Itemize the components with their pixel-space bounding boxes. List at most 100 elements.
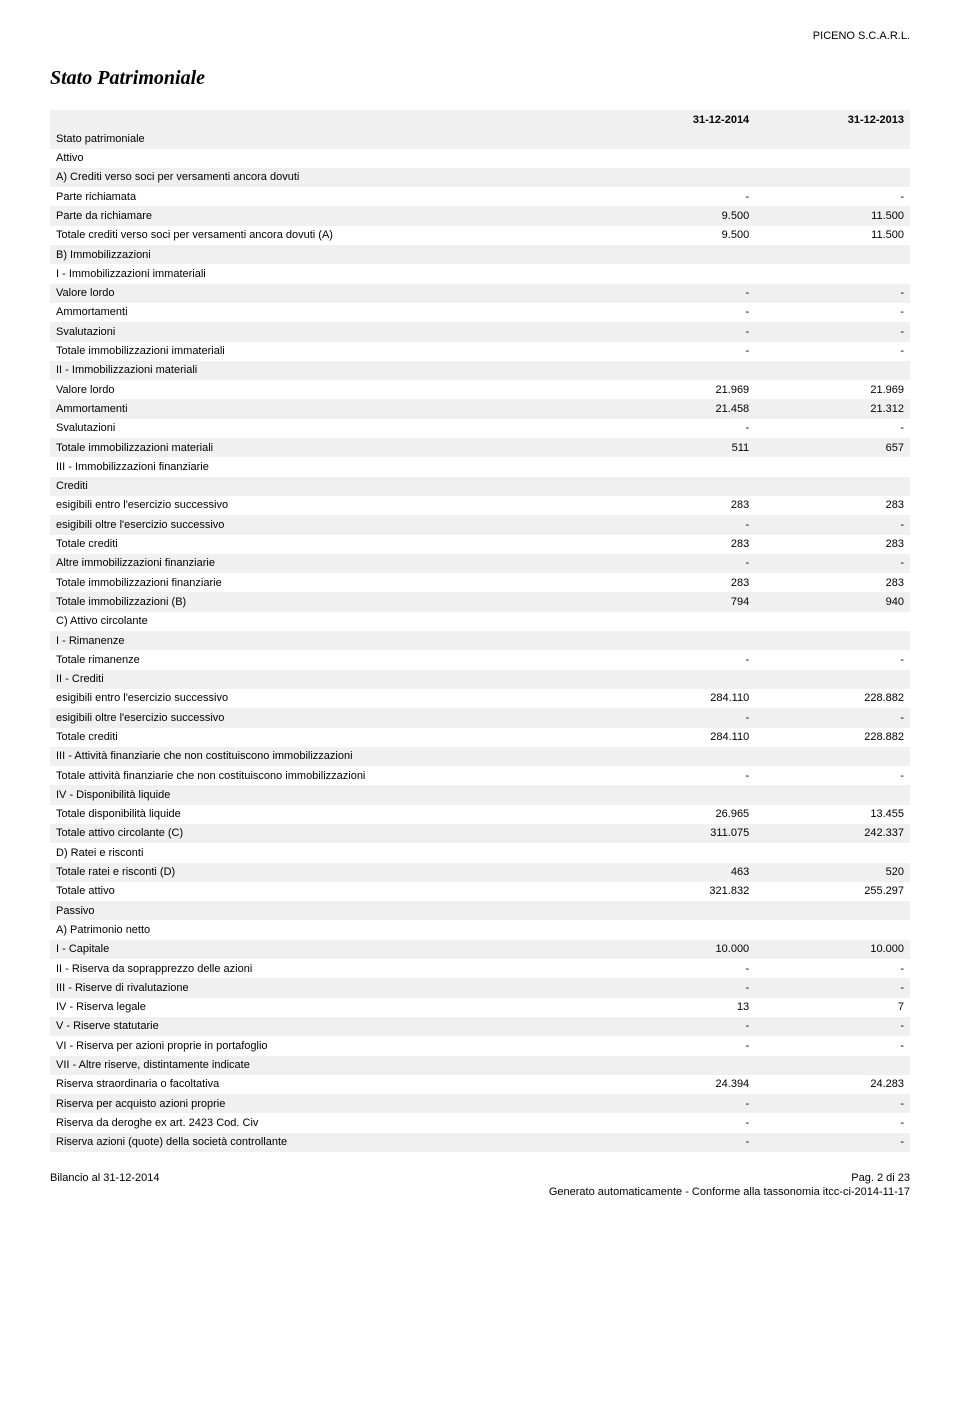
- row-label: I - Rimanenze: [50, 631, 600, 650]
- row-value-2014: 283: [600, 535, 755, 554]
- row-value-2014: 26.965: [600, 805, 755, 824]
- row-value-2014: [600, 361, 755, 380]
- row-label: Totale attivo circolante (C): [50, 824, 600, 843]
- table-row: Parte richiamata--: [50, 187, 910, 206]
- row-value-2014: 284.110: [600, 689, 755, 708]
- row-value-2014: [600, 457, 755, 476]
- table-row: Ammortamenti--: [50, 303, 910, 322]
- row-value-2013: -: [755, 1036, 910, 1055]
- row-label: I - Immobilizzazioni immateriali: [50, 264, 600, 283]
- row-value-2014: [600, 264, 755, 283]
- row-label: Totale immobilizzazioni materiali: [50, 438, 600, 457]
- row-label: VI - Riserva per azioni proprie in porta…: [50, 1036, 600, 1055]
- row-value-2013: -: [755, 978, 910, 997]
- table-row: Altre immobilizzazioni finanziarie--: [50, 554, 910, 573]
- table-row: esigibili oltre l'esercizio successivo--: [50, 515, 910, 534]
- table-row: III - Immobilizzazioni finanziarie: [50, 457, 910, 476]
- row-label: Passivo: [50, 901, 600, 920]
- row-label: Riserva straordinaria o facoltativa: [50, 1075, 600, 1094]
- row-label: Totale attività finanziarie che non cost…: [50, 766, 600, 785]
- row-label: III - Riserve di rivalutazione: [50, 978, 600, 997]
- row-value-2014: [600, 843, 755, 862]
- row-value-2013: [755, 149, 910, 168]
- row-value-2013: [755, 612, 910, 631]
- row-value-2013: -: [755, 766, 910, 785]
- footer-right: Pag. 2 di 23: [851, 1172, 910, 1184]
- row-value-2013: [755, 457, 910, 476]
- table-row: esigibili entro l'esercizio successivo28…: [50, 496, 910, 515]
- row-value-2013: -: [755, 419, 910, 438]
- table-row: Totale attivo circolante (C)311.075242.3…: [50, 824, 910, 843]
- row-value-2014: 9.500: [600, 206, 755, 225]
- row-value-2014: [600, 785, 755, 804]
- table-header-row: 31-12-2014 31-12-2013: [50, 110, 910, 129]
- table-row: Passivo: [50, 901, 910, 920]
- row-value-2014: 321.832: [600, 882, 755, 901]
- row-value-2014: -: [600, 1036, 755, 1055]
- row-value-2014: -: [600, 959, 755, 978]
- row-label: Totale crediti verso soci per versamenti…: [50, 226, 600, 245]
- table-row: I - Immobilizzazioni immateriali: [50, 264, 910, 283]
- row-label: Svalutazioni: [50, 419, 600, 438]
- row-value-2014: -: [600, 1094, 755, 1113]
- table-row: I - Rimanenze: [50, 631, 910, 650]
- row-value-2013: 940: [755, 592, 910, 611]
- row-label: V - Riserve statutarie: [50, 1017, 600, 1036]
- row-value-2014: -: [600, 1133, 755, 1152]
- row-label: esigibili entro l'esercizio successivo: [50, 689, 600, 708]
- table-row: Totale disponibilità liquide26.96513.455: [50, 805, 910, 824]
- table-row: III - Attività finanziarie che non costi…: [50, 747, 910, 766]
- row-value-2014: 284.110: [600, 728, 755, 747]
- row-value-2013: [755, 843, 910, 862]
- table-row: V - Riserve statutarie--: [50, 1017, 910, 1036]
- row-value-2014: -: [600, 303, 755, 322]
- row-value-2014: -: [600, 515, 755, 534]
- table-row: VII - Altre riserve, distintamente indic…: [50, 1056, 910, 1075]
- table-row: Totale crediti283283: [50, 535, 910, 554]
- row-label: III - Immobilizzazioni finanziarie: [50, 457, 600, 476]
- row-value-2013: -: [755, 708, 910, 727]
- row-label: IV - Disponibilità liquide: [50, 785, 600, 804]
- row-value-2014: [600, 901, 755, 920]
- row-value-2013: 255.297: [755, 882, 910, 901]
- row-label: A) Crediti verso soci per versamenti anc…: [50, 168, 600, 187]
- row-value-2014: [600, 245, 755, 264]
- footer-left: Bilancio al 31-12-2014: [50, 1172, 159, 1184]
- row-label: III - Attività finanziarie che non costi…: [50, 747, 600, 766]
- row-label: Valore lordo: [50, 380, 600, 399]
- row-value-2014: [600, 670, 755, 689]
- row-value-2014: -: [600, 650, 755, 669]
- row-label: Attivo: [50, 149, 600, 168]
- row-label: Parte richiamata: [50, 187, 600, 206]
- row-value-2014: -: [600, 187, 755, 206]
- row-value-2013: -: [755, 515, 910, 534]
- row-label: VII - Altre riserve, distintamente indic…: [50, 1056, 600, 1075]
- row-value-2013: -: [755, 554, 910, 573]
- row-value-2014: [600, 747, 755, 766]
- row-value-2013: 283: [755, 573, 910, 592]
- row-value-2013: [755, 477, 910, 496]
- table-row: III - Riserve di rivalutazione--: [50, 978, 910, 997]
- table-row: II - Immobilizzazioni materiali: [50, 361, 910, 380]
- row-value-2014: 10.000: [600, 940, 755, 959]
- table-row: II - Crediti: [50, 670, 910, 689]
- row-value-2013: 11.500: [755, 226, 910, 245]
- row-label: II - Immobilizzazioni materiali: [50, 361, 600, 380]
- row-value-2013: 242.337: [755, 824, 910, 843]
- row-value-2014: -: [600, 554, 755, 573]
- company-header: PICENO S.C.A.R.L.: [50, 30, 910, 42]
- row-label: Ammortamenti: [50, 399, 600, 418]
- table-row: Svalutazioni--: [50, 419, 910, 438]
- row-value-2013: -: [755, 342, 910, 361]
- row-value-2013: [755, 129, 910, 148]
- row-value-2014: [600, 920, 755, 939]
- row-value-2014: -: [600, 342, 755, 361]
- table-row: I - Capitale10.00010.000: [50, 940, 910, 959]
- row-value-2014: -: [600, 1017, 755, 1036]
- col-2013: 31-12-2013: [755, 110, 910, 129]
- row-value-2013: [755, 264, 910, 283]
- table-row: Valore lordo21.96921.969: [50, 380, 910, 399]
- row-value-2013: [755, 785, 910, 804]
- table-row: Crediti: [50, 477, 910, 496]
- row-value-2013: 11.500: [755, 206, 910, 225]
